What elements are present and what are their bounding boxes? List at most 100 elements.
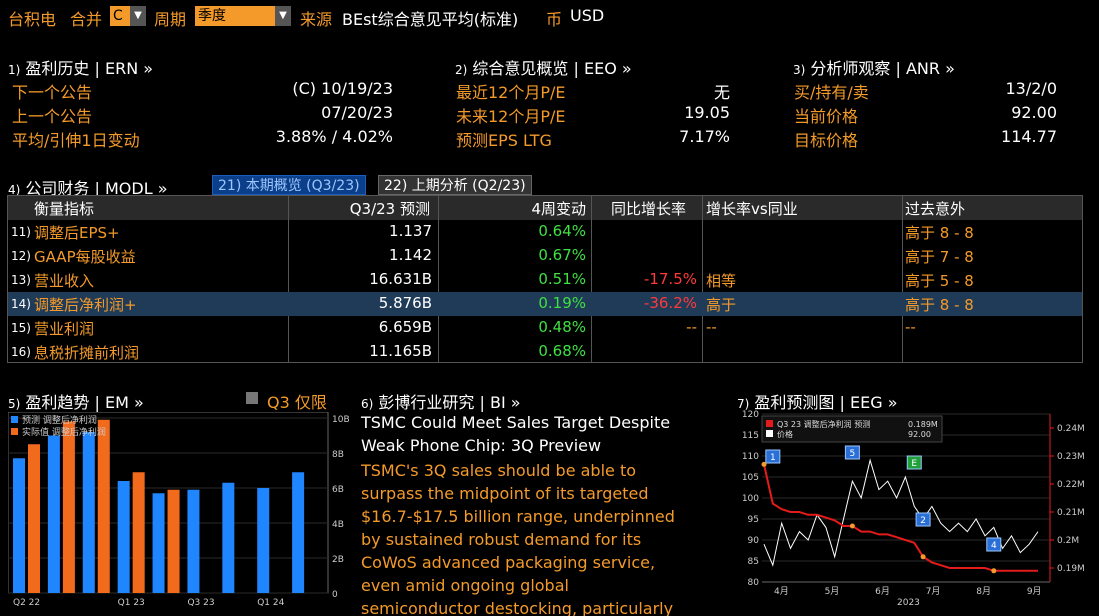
bar-estimate[interactable]: [152, 493, 165, 593]
event-marker[interactable]: [986, 537, 1002, 552]
event-marker[interactable]: [765, 449, 781, 464]
eeg-section-title[interactable]: 7) 盈利预测图 | EEG »: [737, 389, 897, 413]
row-num: 11): [11, 225, 31, 239]
bar-actual[interactable]: [167, 489, 180, 593]
row-metric[interactable]: 调整后EPS+: [34, 224, 120, 242]
header-estimate[interactable]: Q3/23 预测: [349, 200, 430, 218]
bar-estimate[interactable]: [222, 482, 235, 593]
em-section-title[interactable]: 5) 盈利趋势 | EM »: [8, 389, 144, 413]
header-growth-vs-peers[interactable]: 增长率vs同业: [706, 200, 798, 218]
bar-estimate[interactable]: [292, 472, 305, 593]
right-axis: 0.24M 0.23M 0.22M 0.21M 0.2M 0.19M: [1049, 414, 1085, 582]
x-tick-label: Q2 22: [13, 598, 40, 608]
row-peer: --: [706, 318, 717, 336]
y-tick-label: 6B: [332, 485, 344, 495]
table-row[interactable]: 12) GAAP每股收益 1.142 0.67% 高于 7 - 8: [8, 244, 1082, 268]
consolidation-dropdown[interactable]: C: [110, 6, 130, 26]
ern-row-value: (C) 10/19/23: [292, 79, 393, 98]
bar-actual[interactable]: [132, 472, 145, 593]
eeo-num: 2): [455, 63, 468, 77]
x-tick-label: 4月: [774, 586, 789, 597]
row-num: 16): [11, 345, 31, 359]
legend-actual: 实际值 调整后净利润: [22, 426, 106, 438]
table-row[interactable]: 15) 营业利润 6.659B 0.48% -- -- --: [8, 316, 1082, 340]
eeg-title: 盈利预测图 | EEG »: [754, 393, 898, 412]
x-axis: 4月 5月 6月 7月 8月 9月 2023: [762, 581, 1050, 608]
row-num: 15): [11, 321, 31, 335]
x-tick-label: Q1 23: [118, 598, 145, 608]
modl-num: 4): [8, 183, 21, 197]
modl-section-title[interactable]: 4) 公司财务 | MODL »: [8, 175, 168, 199]
estimate-line: [763, 464, 1038, 572]
left-tick-label: 120: [742, 410, 759, 420]
table-header: 衡量指标 Q3/23 预测 4周变动 同比增长率 增长率vs同业 过去意外: [8, 196, 1082, 220]
checkbox-icon[interactable]: [246, 392, 258, 404]
currency-value[interactable]: USD: [570, 6, 605, 25]
event-marker[interactable]: [844, 445, 860, 460]
anr-title: 分析师观察 | ANR »: [810, 59, 955, 78]
event-marker[interactable]: [915, 512, 931, 527]
table-row[interactable]: 11) 调整后EPS+ 1.137 0.64% 高于 8 - 8: [8, 220, 1082, 244]
em-title: 盈利趋势 | EM »: [25, 393, 144, 412]
news-headline[interactable]: TSMC Could Meet Sales Target Despite Wea…: [361, 411, 670, 457]
chevron-down-icon[interactable]: ▼: [275, 6, 291, 26]
row-metric[interactable]: GAAP每股收益: [34, 248, 136, 266]
tab-previous-period[interactable]: 22) 上期分析 (Q2/23): [378, 175, 532, 195]
row-4w-change: 0.68%: [538, 342, 586, 360]
header-4w-change[interactable]: 4周变动: [531, 200, 586, 218]
bar-actual[interactable]: [62, 421, 75, 594]
bi-section-title[interactable]: 6) 彭博行业研究 | BI »: [361, 389, 521, 413]
bar-estimate[interactable]: [82, 432, 95, 593]
source-value[interactable]: BEst综合意见平均(标准): [342, 10, 519, 29]
row-metric[interactable]: 息税折摊前利润: [34, 344, 140, 362]
table-row-selected[interactable]: 14) 调整后净利润+ 5.876B 0.19% -36.2% 高于 高于 8 …: [8, 292, 1082, 316]
bar-actual[interactable]: [97, 419, 110, 593]
eeo-section-title[interactable]: 2) 综合意见概览 | EEO »: [455, 55, 632, 79]
header-metric[interactable]: 衡量指标: [34, 200, 95, 218]
news-body[interactable]: TSMC's 3Q sales should be able to surpas…: [361, 459, 675, 616]
row-metric[interactable]: 调整后净利润+: [34, 296, 137, 314]
table-row[interactable]: 13) 营业收入 16.631B 0.51% -17.5% 相等 高于 5 - …: [8, 268, 1082, 292]
legend-box: [761, 415, 943, 443]
bar-actual[interactable]: [28, 444, 40, 593]
ern-section-title[interactable]: 1) 盈利历史 | ERN »: [8, 55, 153, 79]
event-markers: 1 5 E 2 4: [761, 445, 1002, 574]
consolidation-value: C: [113, 8, 123, 24]
row-estimate: 6.659B: [378, 318, 432, 336]
anr-row-label: 目标价格: [794, 131, 859, 150]
y-axis: 10B 8B 6B 4B 2B 0: [332, 415, 350, 600]
row-metric[interactable]: 营业利润: [34, 320, 95, 338]
y-tick-label: 8B: [332, 450, 344, 460]
right-tick-label: 0.23M: [1057, 452, 1085, 462]
header-yoy[interactable]: 同比增长率: [611, 200, 687, 218]
x-tick-label: Q3 23: [187, 598, 214, 608]
anr-section-title[interactable]: 3) 分析师观察 | ANR »: [793, 55, 955, 79]
table-row[interactable]: 16) 息税折摊前利润 11.165B 0.68%: [8, 340, 1082, 364]
bar-estimate[interactable]: [187, 489, 200, 593]
bar-estimate[interactable]: [47, 435, 60, 594]
bar-estimate[interactable]: [257, 488, 270, 593]
eeo-title: 综合意见概览 | EEO »: [472, 59, 632, 78]
ern-row-label: 平均/引伸1日变动: [12, 131, 140, 150]
body-line: surpass the midpoint of its targeted: [361, 484, 649, 503]
eeo-row-value: 19.05: [684, 103, 730, 122]
tab-current-period[interactable]: 21) 本期概览 (Q3/23): [212, 175, 366, 195]
anr-row-value: 92.00: [1011, 103, 1057, 122]
consolidation-label: 合并: [70, 10, 103, 29]
right-tick-label: 0.2M: [1057, 536, 1079, 546]
row-metric[interactable]: 营业收入: [34, 272, 95, 290]
event-marker[interactable]: [906, 455, 922, 470]
period-value: 季度: [198, 8, 226, 24]
anr-num: 3): [793, 63, 806, 77]
period-dropdown[interactable]: 季度: [195, 6, 275, 26]
chevron-down-icon[interactable]: ▼: [130, 6, 146, 26]
y-tick-label: 2B: [332, 555, 344, 565]
x-tick-label: 7月: [926, 586, 941, 597]
header-surprise[interactable]: 过去意外: [905, 200, 966, 218]
ticker-name[interactable]: 台积电: [8, 10, 57, 29]
period-label: 周期: [154, 10, 187, 29]
row-surprise: 高于 5 - 8: [905, 272, 974, 290]
bar-estimate[interactable]: [13, 458, 25, 593]
bar-estimate[interactable]: [117, 481, 130, 593]
q3-only-toggle[interactable]: Q3 仅限: [267, 393, 327, 412]
